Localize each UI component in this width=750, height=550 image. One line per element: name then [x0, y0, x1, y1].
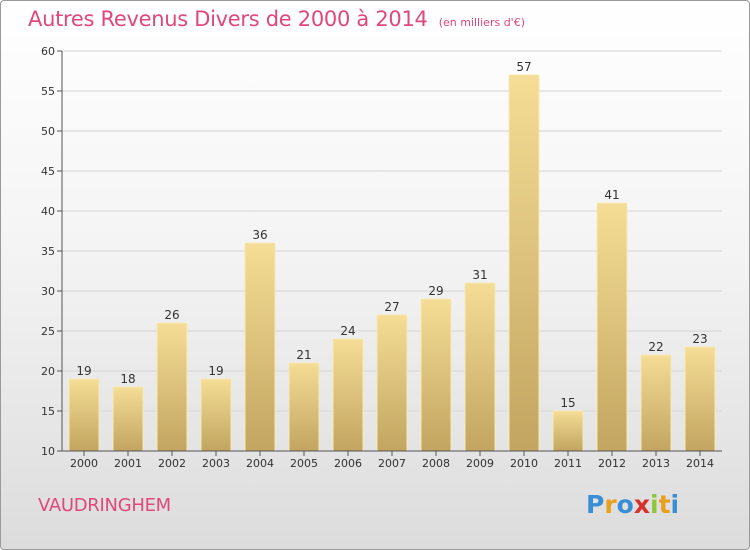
bar-2006 — [332, 338, 364, 452]
chart-subtitle: (en milliers d'€) — [438, 16, 525, 29]
bar-2003 — [200, 378, 232, 452]
x-tick-label: 2014 — [686, 457, 714, 470]
x-tick-label: 2007 — [378, 457, 406, 470]
data-label: 21 — [296, 348, 311, 362]
logo-letter: o — [616, 490, 634, 519]
logo-letter: r — [604, 490, 617, 519]
x-tick-label: 2008 — [422, 457, 450, 470]
data-label: 24 — [340, 324, 355, 338]
y-tick-label: 25 — [41, 325, 55, 338]
data-label: 41 — [604, 188, 619, 202]
y-tick-label: 30 — [41, 285, 55, 298]
commune-name: VAUDRINGHEM — [38, 495, 171, 516]
bar-2000 — [68, 378, 100, 452]
y-tick-label: 20 — [41, 365, 55, 378]
bar-2005 — [288, 362, 320, 452]
x-tick-label: 2009 — [466, 457, 494, 470]
bar-2010 — [508, 74, 540, 452]
bar-2002 — [156, 322, 188, 452]
x-tick-label: 2004 — [246, 457, 274, 470]
data-label: 22 — [648, 340, 663, 354]
y-tick-label: 15 — [41, 405, 55, 418]
x-tick-label: 2011 — [554, 457, 582, 470]
y-tick-label: 35 — [41, 245, 55, 258]
y-tick-label: 40 — [41, 205, 55, 218]
bar-2007 — [376, 314, 408, 452]
data-label: 18 — [120, 372, 135, 386]
bar-2009 — [464, 282, 496, 452]
data-label: 15 — [560, 396, 575, 410]
data-labels: 19 18 26 19 36 21 24 27 29 31 57 15 41 22 23 — [76, 60, 707, 410]
data-label: 29 — [428, 284, 443, 298]
bar-2008 — [420, 298, 452, 452]
data-label: 57 — [516, 60, 531, 74]
data-label: 19 — [76, 364, 91, 378]
data-label: 19 — [208, 364, 223, 378]
x-tick-label: 2013 — [642, 457, 670, 470]
x-tick-label: 2003 — [202, 457, 230, 470]
bar-2004 — [244, 242, 276, 452]
logo-letter: x — [633, 490, 650, 519]
x-tick-label: 2000 — [70, 457, 98, 470]
axes: 10 15 20 25 30 35 40 45 50 55 60 2000 2001 2002 2003 20… — [41, 45, 722, 470]
data-label: 23 — [692, 332, 707, 346]
y-tick-label: 60 — [41, 45, 55, 58]
bar-2012 — [596, 202, 628, 452]
x-tick-label: 2005 — [290, 457, 318, 470]
bar-2011 — [552, 410, 584, 452]
y-tick-label: 45 — [41, 165, 55, 178]
proxiti-logo: Proxiti — [586, 490, 679, 519]
x-tick-label: 2010 — [510, 457, 538, 470]
data-label: 36 — [252, 228, 267, 242]
logo-letter: i — [650, 490, 659, 519]
x-tick-label: 2002 — [158, 457, 186, 470]
title-row: Autres Revenus Divers de 2000 à 2014 (en… — [28, 7, 525, 31]
data-label: 31 — [472, 268, 487, 282]
bar-2013 — [640, 354, 672, 452]
x-tick-label: 2001 — [114, 457, 142, 470]
y-tick-label: 10 — [41, 445, 55, 458]
bar-2001 — [112, 386, 144, 452]
data-label: 26 — [164, 308, 179, 322]
logo-letter: i — [670, 490, 680, 519]
logo-letter: t — [658, 490, 671, 519]
y-tick-label: 50 — [41, 125, 55, 138]
y-tick-label: 55 — [41, 85, 55, 98]
chart-title: Autres Revenus Divers de 2000 à 2014 — [28, 7, 428, 31]
x-tick-label: 2012 — [598, 457, 626, 470]
bars — [68, 74, 716, 452]
x-tick-label: 2006 — [334, 457, 362, 470]
logo-letter: P — [586, 490, 605, 519]
bar-2014 — [684, 346, 716, 452]
data-label: 27 — [384, 300, 399, 314]
